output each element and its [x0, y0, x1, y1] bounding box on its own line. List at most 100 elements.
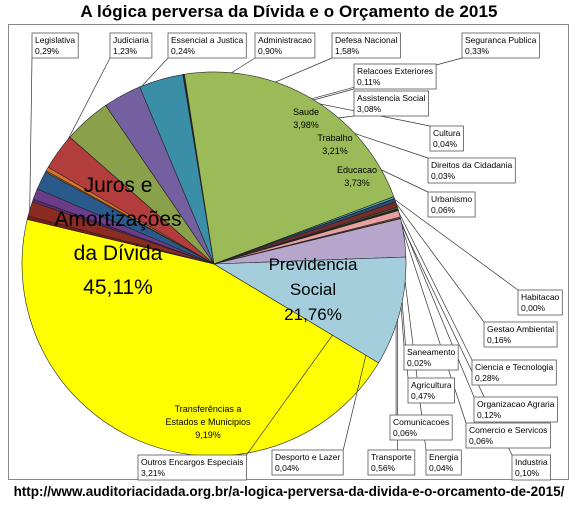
slice-value-label: 3,21%: [322, 146, 348, 156]
slice-value-label: 0,29%: [35, 46, 60, 56]
slice-value-label: 0,11%: [357, 77, 381, 87]
slice-name-label: Comercio e Servicos: [469, 425, 547, 435]
chart-title: A lógica perversa da Dívida e o Orçament…: [80, 2, 498, 21]
slice-value-label: 21,76%: [284, 305, 342, 324]
slice-name-label: Essencial a Justica: [171, 35, 244, 45]
slice-value-label: 0,90%: [258, 46, 283, 56]
slice-name-label: da Dívida: [74, 242, 163, 265]
slice-name-label: Direitos da Cidadania: [431, 160, 513, 170]
slice-value-label: 0,12%: [477, 410, 502, 420]
slice-value-label: 0,33%: [465, 46, 490, 56]
slice-name-label: Ciencia e Tecnologia: [475, 362, 554, 372]
slice-name-label: Saude: [293, 107, 319, 117]
callout-box: [517, 289, 563, 316]
slice-value-label: 0,06%: [393, 428, 418, 438]
callout-box: [271, 449, 344, 476]
leader-line: [395, 208, 475, 398]
slice-value-label: 0,28%: [475, 373, 500, 383]
slice-name-label: Transferências a: [175, 404, 242, 414]
source-url: http://www.auditoriacidada.org.br/a-logi…: [13, 484, 565, 499]
inner-label-educacao: Educacao 3,73%: [337, 165, 377, 188]
slice-name-label: Transporte: [371, 452, 412, 462]
callout-box: [461, 32, 540, 59]
leader-line: [392, 200, 473, 361]
slice-value-label: 0,56%: [371, 463, 396, 473]
slice-value-label: 3,73%: [344, 178, 370, 188]
leader-line: [29, 57, 33, 219]
slice-name-label: Juros e: [84, 174, 153, 197]
slice-value-label: 0,00%: [521, 303, 546, 313]
slice-value-label: 0,24%: [171, 46, 196, 56]
slice-name-label: Educacao: [337, 165, 377, 175]
slice-value-label: 3,08%: [357, 104, 382, 114]
callout-box: [427, 157, 516, 184]
callout-box: [429, 125, 464, 152]
slice-name-label: Agricultura: [411, 380, 452, 390]
slice-value-label: 1,58%: [335, 46, 360, 56]
inner-label-trabalho: Trabalho 3,21%: [317, 133, 352, 156]
chart-frame: [8, 24, 569, 480]
slice-value-label: 0,06%: [431, 205, 456, 215]
slice-name-label: Outros Encargos Especiais: [141, 457, 244, 467]
callout-box: [31, 32, 79, 59]
callout-box: [425, 449, 462, 476]
slice-name-label: Administracao: [258, 35, 312, 45]
slice-value-label: 0,04%: [429, 463, 454, 473]
inner-label-transferencias-a-estados-e-municipios: Transferências a Estados e Municipios 9,19…: [165, 404, 251, 440]
callout-box: [167, 32, 247, 59]
slice-value-label: 0,47%: [411, 391, 436, 401]
callout-box: [427, 191, 476, 218]
slice-name-label: Organizacao Agraria: [477, 399, 555, 409]
callout-box: [511, 454, 551, 481]
callout-box: [473, 396, 558, 423]
callout-box: [109, 32, 153, 59]
slice-value-label: 3,21%: [141, 468, 166, 478]
inner-label-saude: Saude 3,98%: [293, 107, 319, 130]
slice-value-label: 0,02%: [407, 358, 432, 368]
slice-name-label: Defesa Nacional: [335, 35, 397, 45]
slice-name-label: Estados e Municipios: [165, 417, 251, 427]
leader-line: [391, 197, 519, 291]
slice-name-label: Seguranca Publica: [465, 35, 537, 45]
slice-name-label: Trabalho: [317, 133, 352, 143]
callout-box: [367, 449, 416, 476]
slice-name-label: Industria: [515, 457, 548, 467]
callout-box: [353, 63, 437, 90]
callout-box: [254, 32, 316, 59]
callout-box: [137, 454, 247, 481]
slice-name-label: Amortizações: [54, 208, 181, 231]
slice-name-label: Habitacao: [521, 292, 560, 302]
slice-value-label: 0,03%: [431, 171, 456, 181]
slice-value-label: 45,11%: [83, 276, 153, 299]
slice-name-label: Relacoes Exteriores: [357, 66, 433, 76]
callout-box: [483, 321, 558, 348]
slice-transferencias-a-estados-e-municipios: [212, 256, 407, 364]
slice-value-label: 0,10%: [515, 468, 540, 478]
inner-label-previdencia-social: Previdencia Social 21,76%: [269, 255, 358, 324]
slice-value-label: 1,23%: [113, 46, 138, 56]
callout-box: [403, 344, 459, 371]
slice-value-label: 0,06%: [469, 436, 494, 446]
slice-value-label: 0,16%: [487, 335, 512, 345]
slice-name-label: Previdencia: [269, 255, 358, 274]
callout-box: [407, 377, 455, 404]
slice-name-label: Urbanismo: [431, 194, 472, 204]
